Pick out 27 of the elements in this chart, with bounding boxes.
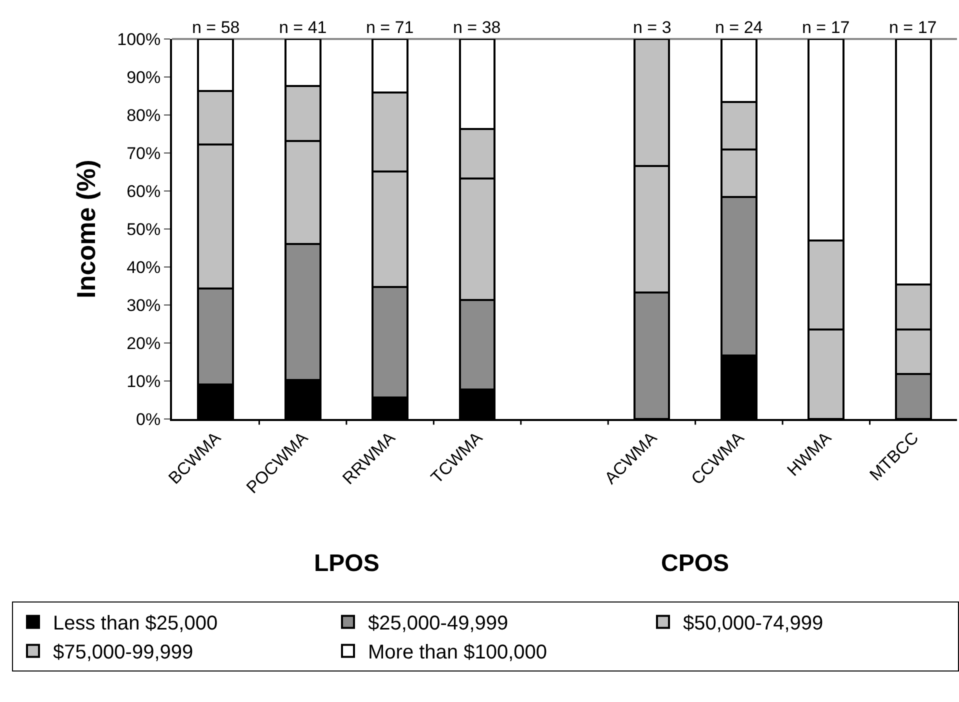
annotation: n = 17 <box>889 18 937 37</box>
legend-label: More than $100,000 <box>368 642 548 664</box>
text: CPOS <box>661 550 730 577</box>
legend-label: $50,000-74,999 <box>683 612 824 635</box>
annotation: n = 17 <box>802 18 850 37</box>
y-tick-label: 100% <box>117 30 161 49</box>
annotation: n = 41 <box>279 18 327 37</box>
y-tick-label: 40% <box>126 258 161 277</box>
y-tick-label: 0% <box>136 410 161 429</box>
y-tick-label: 20% <box>126 334 161 353</box>
y-tick-label: 90% <box>126 68 161 87</box>
y-tick-label: 70% <box>126 144 161 163</box>
legend-label: Less than $25,000 <box>53 612 218 635</box>
y-tick-label: 60% <box>126 182 161 201</box>
annotation: n = 71 <box>366 18 414 37</box>
legend-label: $75,000-99,999 <box>53 642 194 664</box>
y-tick-label: 50% <box>126 220 161 239</box>
text: LPOS <box>314 550 380 577</box>
y-axis-title: Income (%) <box>71 160 102 298</box>
y-tick-label: 80% <box>126 106 161 125</box>
annotation: n = 3 <box>633 18 672 37</box>
y-tick-label: 10% <box>126 372 161 391</box>
legend-label: $25,000-49,999 <box>368 612 508 635</box>
annotation: n = 58 <box>192 18 240 37</box>
y-tick-label: 30% <box>126 296 161 315</box>
annotation: n = 38 <box>453 18 501 37</box>
annotation: n = 24 <box>715 18 763 37</box>
